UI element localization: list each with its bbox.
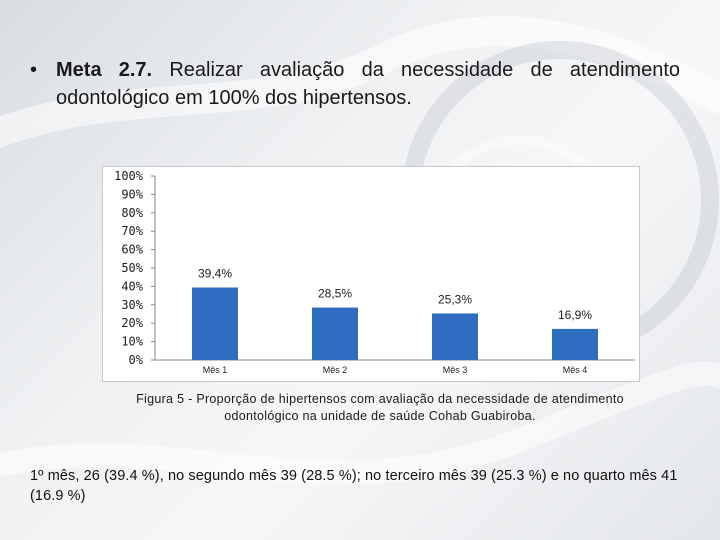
y-tick-label: 20% (121, 316, 143, 330)
heading-goal-label: Meta 2.7. (56, 59, 153, 81)
bar (192, 287, 238, 360)
y-tick-label: 30% (121, 298, 143, 312)
slide-heading: • Meta 2.7. Realizar avaliação da necess… (30, 56, 680, 112)
x-tick-label: Mês 1 (203, 365, 228, 375)
heading-goal-text: Realizar avaliação da necessidade de ate… (56, 59, 681, 109)
x-tick-label: Mês 3 (443, 365, 468, 375)
y-tick-label: 80% (121, 206, 143, 220)
x-tick-label: Mês 2 (323, 365, 348, 375)
y-tick-label: 0% (129, 353, 144, 367)
y-tick-label: 60% (121, 243, 143, 257)
x-tick-label: Mês 4 (563, 365, 588, 375)
data-label: 25,3% (438, 292, 472, 306)
data-label: 16,9% (558, 308, 592, 322)
y-tick-label: 10% (121, 335, 143, 349)
y-tick-label: 70% (121, 224, 143, 238)
bullet-marker: • (30, 59, 38, 81)
y-tick-label: 50% (121, 261, 143, 275)
y-tick-label: 90% (121, 187, 143, 201)
summary-text: 1º mês, 26 (39.4 %), no segundo mês 39 (… (30, 468, 678, 504)
y-tick-label: 100% (114, 169, 144, 183)
bar (312, 307, 358, 360)
data-label: 39,4% (198, 267, 232, 281)
bar (552, 328, 598, 360)
y-tick-label: 40% (121, 279, 143, 293)
chart-area: 0% 10% 20% 30% 40% 50% 60% 70% 80% 90% 100% 39,4% Mê… (102, 166, 640, 382)
bar (432, 313, 478, 360)
data-label: 28,5% (318, 287, 352, 301)
figure-caption: Figura 5 - Proporção de hipertensos com … (136, 392, 624, 423)
bar-chart: 0% 10% 20% 30% 40% 50% 60% 70% 80% 90% 100% 39,4% Mê… (114, 169, 635, 375)
